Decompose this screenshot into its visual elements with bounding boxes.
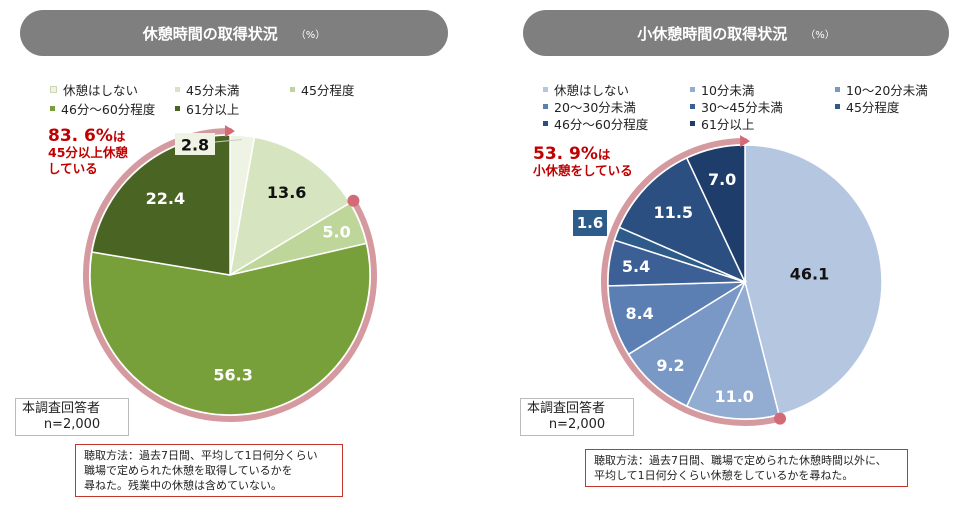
legend-label: 10～20分未満 [846, 83, 928, 98]
right-chart-title-bar: 小休憩時間の取得状況 （%） [523, 10, 949, 56]
left-method-line2: 職場で定められた休憩を取得しているかを [84, 464, 293, 477]
right-data-label-7: 7.0 [708, 170, 736, 189]
legend-swatch [175, 106, 180, 111]
left-legend-item-3: 46分～60分程度 [50, 99, 155, 118]
left-chart-title-bar: 休憩時間の取得状況 （%） [20, 10, 448, 56]
legend-swatch [290, 87, 295, 92]
left-slice-1 [228, 136, 352, 277]
right-legend-item-4: 30～45分未満 [690, 97, 783, 116]
right-chart-panel: 小休憩時間の取得状況 （%） 休憩はしない 10分未満 10～20分未満 20～… [485, 0, 970, 510]
legend-label: 10分未満 [701, 83, 755, 98]
left-legend-item-4: 61分以上 [175, 99, 239, 118]
right-highlight-arc [601, 138, 783, 426]
right-slice-0 [744, 144, 883, 416]
right-data-label-4: 5.4 [622, 257, 650, 276]
left-respondents-line2: n=2,000 [43, 417, 101, 432]
right-data-label-2: 9.2 [656, 356, 684, 375]
left-respondents-line1: 本調査回答者 [22, 401, 101, 416]
left-data-label-0: 2.8 [181, 136, 209, 155]
left-method-line1: 聴取方法：過去7日間、平均して1日何分くらい [84, 449, 318, 462]
left-highlight-arrow [224, 125, 235, 138]
left-respondents-box: 本調査回答者 n=2,000 [15, 398, 129, 436]
right-legend-item-6: 46分～60分程度 [543, 114, 648, 133]
legend-swatch [690, 121, 695, 126]
left-chart-unit: （%） [295, 29, 326, 41]
right-pie-chart: 46.1 11.0 9.2 8.4 5.4 11.5 7.0 1.6 [573, 135, 883, 426]
right-data-label-5: 1.6 [577, 214, 604, 232]
left-leader-line [214, 139, 242, 143]
left-callout-value: 83. 6% [48, 126, 113, 146]
right-slice-2 [627, 280, 747, 408]
left-data-label-1: 13.6 [267, 183, 306, 202]
legend-label: 61分以上 [186, 102, 240, 117]
legend-swatch [543, 121, 548, 126]
right-legend-item-7: 61分以上 [690, 114, 754, 133]
legend-swatch [835, 87, 840, 92]
left-chart-title: 休憩時間の取得状況 [142, 24, 278, 43]
left-legend-item-2: 45分程度 [290, 80, 354, 99]
right-slice-7 [685, 144, 746, 283]
right-legend-item-2: 10～20分未満 [835, 80, 928, 99]
left-callout: 83. 6%は 45分以上休憩 している [48, 128, 128, 177]
legend-label: 休憩はしない [63, 83, 139, 98]
legend-label: 45分程度 [846, 100, 900, 115]
legend-label: 30～45分未満 [701, 100, 783, 115]
left-highlight-start-dot [347, 194, 360, 207]
right-respondents-line2: n=2,000 [548, 417, 606, 432]
right-legend-item-5: 45分程度 [835, 97, 899, 116]
legend-label: 休憩はしない [554, 83, 630, 98]
left-highlight-arc [83, 128, 377, 422]
legend-swatch [690, 87, 695, 92]
right-respondents-box: 本調査回答者 n=2,000 [520, 398, 634, 436]
legend-label: 46分～60分程度 [61, 102, 156, 117]
right-chart-unit: （%） [805, 29, 835, 41]
legend-label: 61分以上 [701, 117, 755, 132]
right-slice-6 [618, 156, 747, 284]
left-data-label-3: 56.3 [213, 365, 252, 384]
legend-label: 20～30分未満 [554, 100, 636, 115]
left-pie-chart: 13.6 5.0 56.3 22.4 2.8 [83, 125, 377, 422]
right-callout: 53. 9%は 小休憩をしている [533, 146, 633, 179]
left-callout-suffix: は [112, 129, 126, 144]
right-method-line2: 平均して1日何分くらい休憩をしているかを尋ねた。 [594, 469, 854, 482]
legend-swatch [690, 104, 695, 109]
right-data-label-0: 46.1 [790, 264, 829, 283]
left-legend-item-1: 45分未満 [175, 80, 239, 99]
left-method-line3: 尋ねた。残業中の休憩は含めていない。 [84, 479, 282, 492]
right-data-label-1: 11.0 [714, 387, 753, 406]
left-legend-item-0: 休憩はしない [50, 80, 138, 99]
right-highlight-arrow [740, 135, 751, 148]
right-data-label-3: 8.4 [625, 304, 653, 323]
right-chart-title: 小休憩時間の取得状況 [637, 24, 788, 43]
legend-swatch [50, 106, 55, 111]
left-data-label-2: 5.0 [322, 222, 350, 241]
legend-swatch [175, 87, 180, 92]
right-method-line1: 聴取方法：過去7日間、職場で定められた休憩時間以外に、 [594, 454, 887, 467]
left-method-box: 聴取方法：過去7日間、平均して1日何分くらい 職場で定められた休憩を取得している… [75, 444, 343, 497]
left-callout-line3: している [48, 161, 98, 176]
legend-label: 46分～60分程度 [554, 117, 649, 132]
left-data-label-4: 22.4 [146, 189, 185, 208]
right-legend-item-1: 10分未満 [690, 80, 754, 99]
right-respondents-line1: 本調査回答者 [527, 401, 606, 416]
left-callout-line2: 45分以上休憩 [48, 145, 128, 160]
legend-swatch [835, 104, 840, 109]
right-callout-line2: 小休憩をしている [533, 163, 633, 178]
legend-swatch [543, 87, 548, 92]
right-data-label-6: 11.5 [654, 203, 693, 222]
legend-swatch [50, 86, 57, 93]
legend-label: 45分未満 [186, 83, 240, 98]
legend-swatch [543, 104, 548, 109]
right-highlight-start-dot [773, 412, 786, 425]
left-slice-3 [89, 242, 371, 416]
left-external-label-bg [175, 133, 215, 155]
right-method-box: 聴取方法：過去7日間、職場で定められた休憩時間以外に、 平均して1日何分くらい休… [585, 449, 908, 487]
right-callout-suffix: は [597, 147, 611, 162]
right-legend-item-3: 20～30分未満 [543, 97, 636, 116]
right-legend-item-0: 休憩はしない [543, 80, 629, 99]
legend-label: 45分程度 [301, 83, 355, 98]
right-callout-value: 53. 9% [533, 144, 598, 164]
left-chart-panel: 休憩時間の取得状況 （%） 休憩はしない 45分未満 45分程度 46分～60分… [15, 10, 448, 497]
right-external-label-bg [573, 210, 607, 236]
